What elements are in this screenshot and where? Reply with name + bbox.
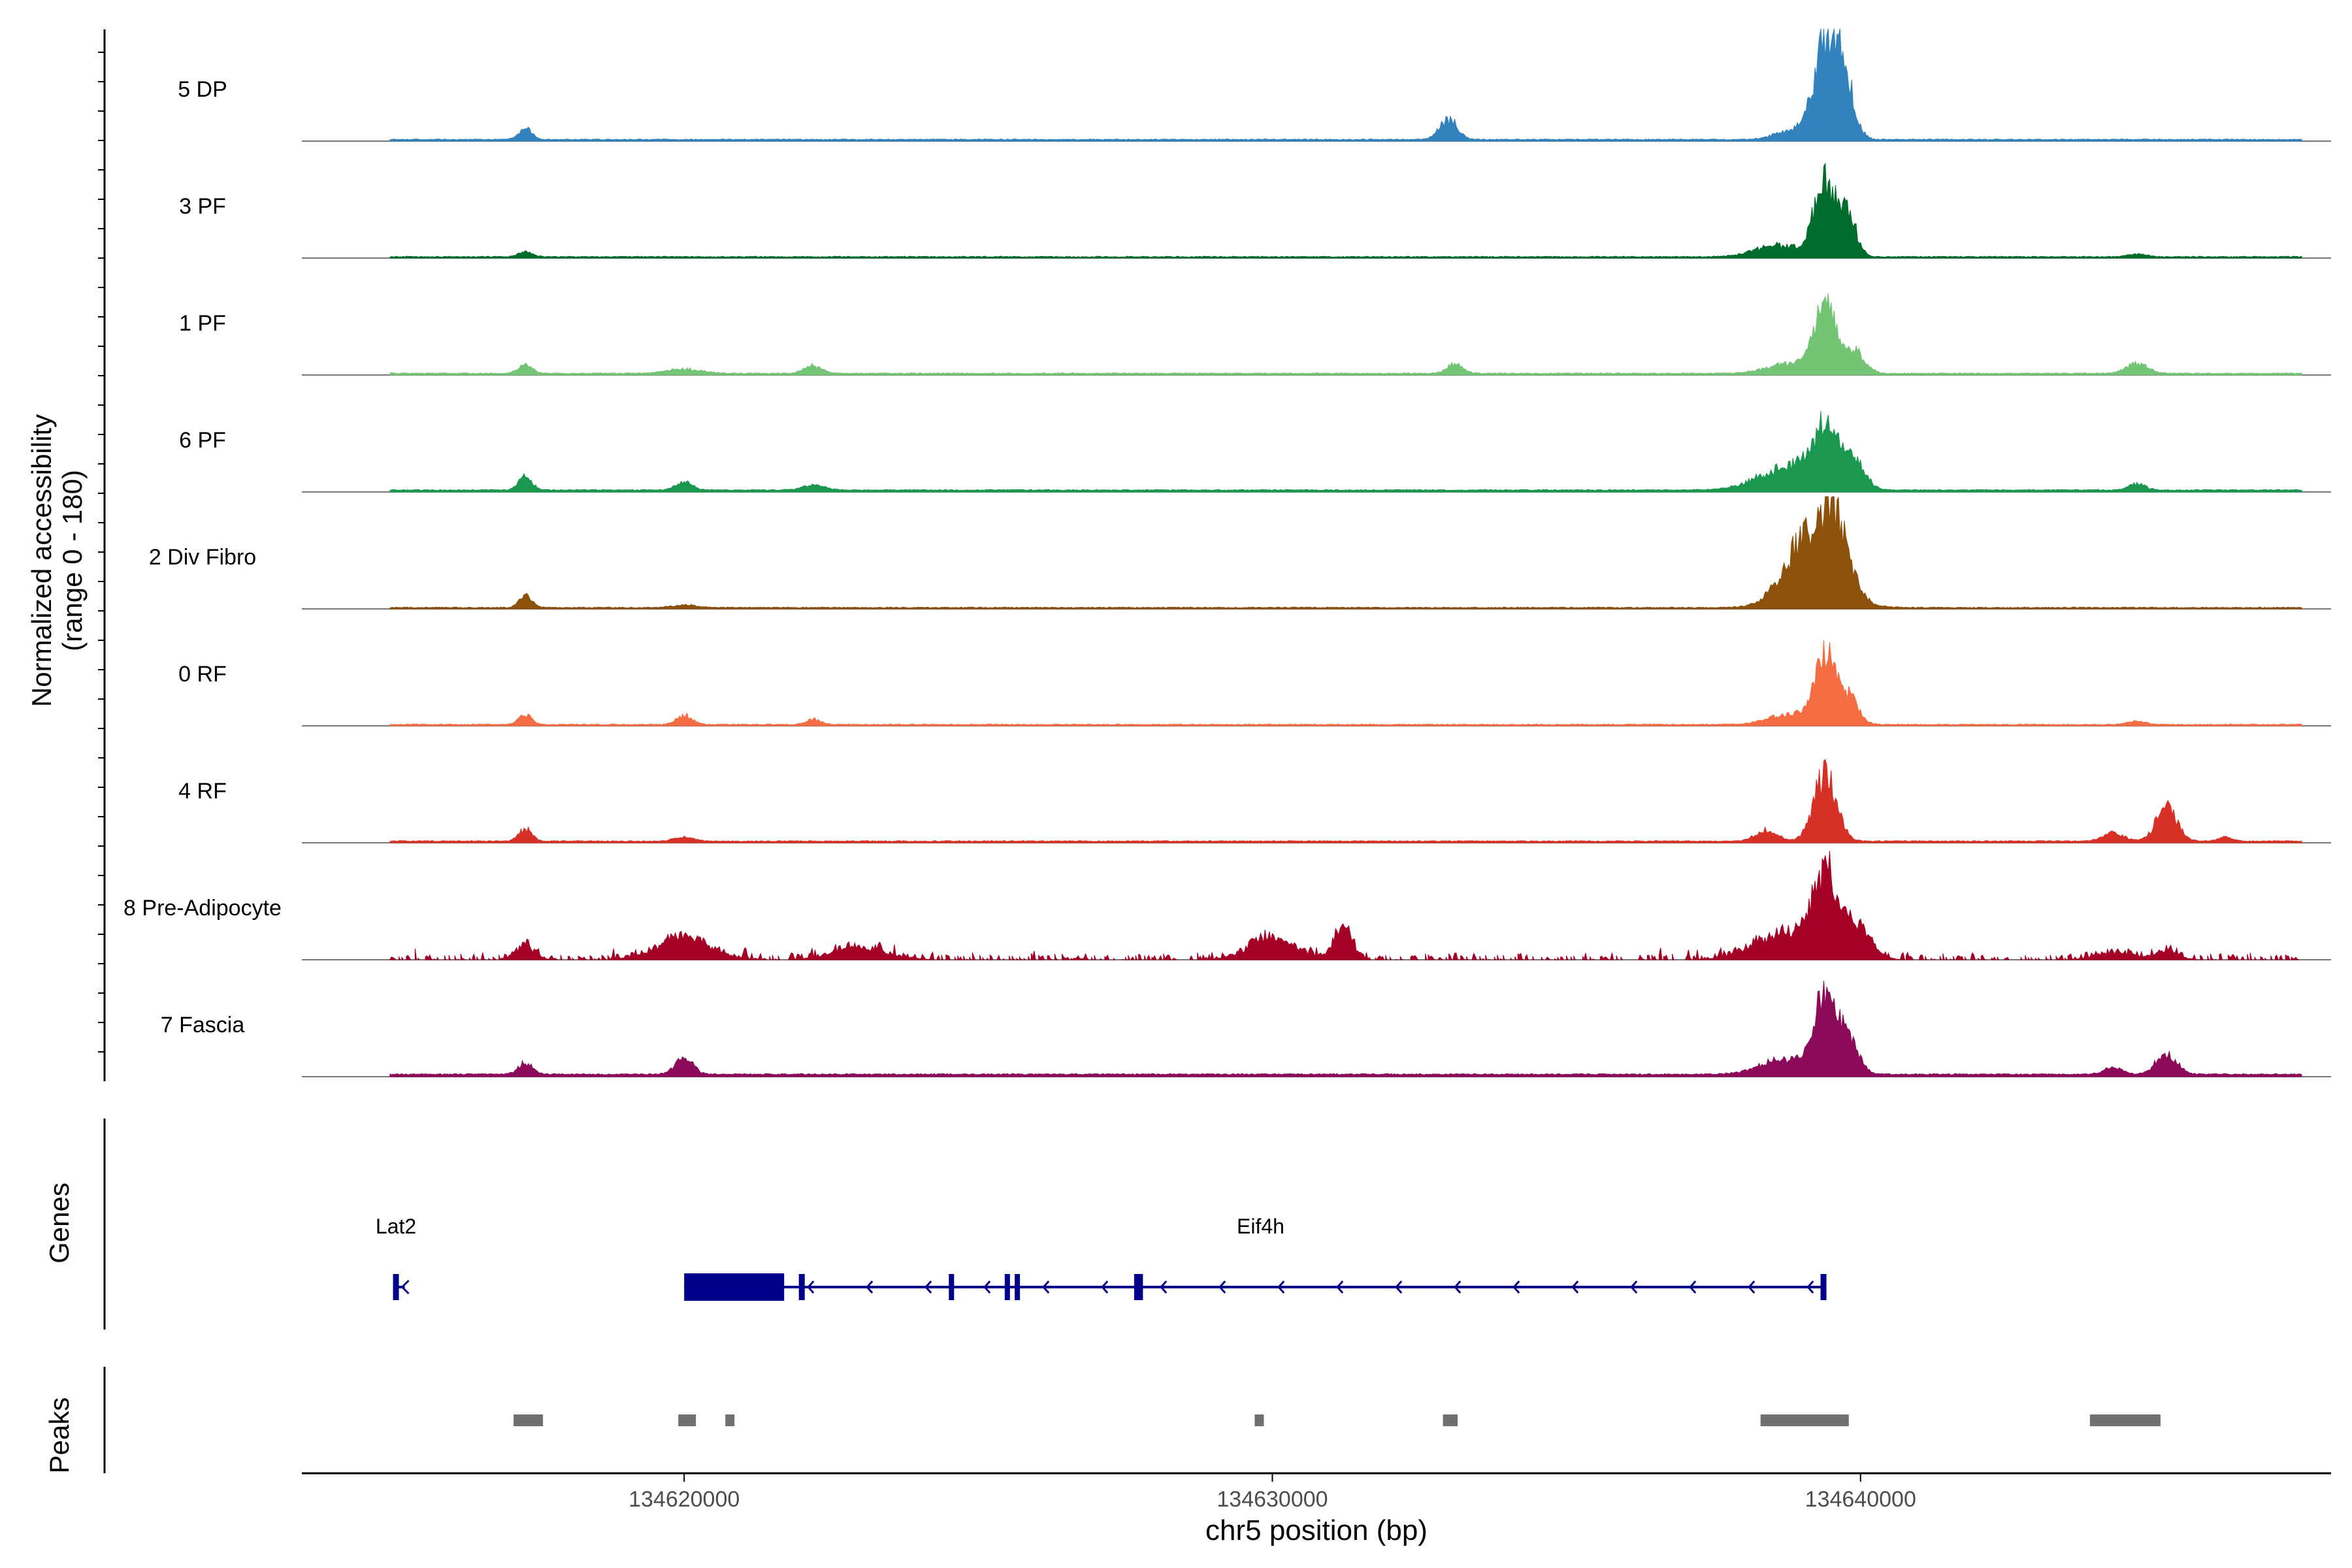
strand-chevron xyxy=(1512,1281,1520,1294)
coverage-area xyxy=(389,851,2299,961)
strand-chevron xyxy=(1277,1281,1285,1294)
gene-exon xyxy=(1004,1274,1010,1300)
gene-lat2: Lat2 xyxy=(376,1215,416,1300)
x-axis-title: chr5 position (bp) xyxy=(1205,1514,1428,1546)
gene-exon xyxy=(1015,1274,1021,1300)
gene-label: Lat2 xyxy=(376,1215,416,1238)
coverage-area xyxy=(389,496,2302,610)
track-label: 8 Pre-Adipocyte xyxy=(123,896,282,921)
strand-chevron xyxy=(1336,1281,1344,1294)
strand-chevron xyxy=(1454,1281,1462,1294)
coverage-area xyxy=(389,640,2302,727)
gene-label: Eif4h xyxy=(1237,1215,1284,1238)
track-1-pf: 1 PF xyxy=(179,293,2331,376)
track-2-div-fibro: 2 Div Fibro xyxy=(149,496,2331,610)
strand-chevron xyxy=(1806,1281,1814,1294)
strand-chevron xyxy=(1042,1281,1050,1294)
strand-chevron xyxy=(1218,1281,1226,1294)
strand-chevron xyxy=(866,1281,874,1294)
track-8-pre-adipocyte: 8 Pre-Adipocyte xyxy=(123,851,2331,961)
peaks-track xyxy=(514,1414,2161,1426)
strand-chevron xyxy=(1101,1281,1109,1294)
y-axis-title-line1: Normalized accessibility xyxy=(26,414,57,707)
track-5-dp: 5 DP xyxy=(178,28,2331,142)
genes-track-label: Genes xyxy=(44,1183,74,1264)
y-axis-title-line2: (range 0 - 180) xyxy=(57,470,88,651)
gene-exon xyxy=(1820,1274,1827,1300)
track-3-pf: 3 PF xyxy=(179,162,2331,259)
peak-region xyxy=(1760,1414,1849,1426)
peak-region xyxy=(2089,1414,2161,1426)
axes: 134620000 134630000 134640000 xyxy=(98,29,2331,1512)
x-tick-label: 134620000 xyxy=(629,1487,740,1512)
gene-exon xyxy=(393,1274,399,1300)
track-label: 7 Fascia xyxy=(161,1013,245,1037)
x-tick-label: 134640000 xyxy=(1805,1487,1916,1512)
strand-chevron xyxy=(983,1281,991,1294)
gene-exon xyxy=(684,1273,785,1301)
x-tick-label: 134630000 xyxy=(1217,1487,1328,1512)
gene-eif4h: Eif4h xyxy=(684,1215,1827,1301)
peak-region xyxy=(678,1414,696,1426)
peak-region xyxy=(1254,1414,1264,1426)
track-7-fascia: 7 Fascia xyxy=(161,981,2331,1077)
coverage-area xyxy=(389,28,2302,142)
track-label: 1 PF xyxy=(179,311,226,336)
gene-exon xyxy=(798,1274,805,1300)
strand-chevron xyxy=(1160,1281,1168,1294)
strand-chevron xyxy=(1571,1281,1579,1294)
strand-chevron xyxy=(924,1281,932,1294)
track-label: 6 PF xyxy=(179,428,226,453)
gene-exon xyxy=(1134,1274,1143,1300)
strand-chevron xyxy=(807,1281,815,1294)
strand-chevron xyxy=(1395,1281,1403,1294)
track-label: 2 Div Fibro xyxy=(149,545,256,570)
coverage-area xyxy=(389,759,2302,843)
track-label: 0 RF xyxy=(178,662,227,687)
peak-region xyxy=(1443,1414,1458,1426)
track-label: 5 DP xyxy=(178,77,227,102)
strand-chevron xyxy=(1689,1281,1697,1294)
peak-region xyxy=(514,1414,544,1426)
coverage-area xyxy=(389,411,2302,493)
coverage-area xyxy=(389,162,2302,259)
gene-annotation-track: Lat2 Eif4h xyxy=(376,1215,1827,1301)
peaks-track-label: Peaks xyxy=(44,1397,74,1474)
track-4-rf: 4 RF xyxy=(178,759,2331,843)
track-label: 4 RF xyxy=(178,779,227,804)
strand-chevron xyxy=(1630,1281,1638,1294)
track-6-pf: 6 PF xyxy=(179,411,2331,493)
coverage-area xyxy=(389,293,2302,376)
strand-chevron xyxy=(400,1279,410,1295)
peak-region xyxy=(725,1414,735,1426)
strand-chevron xyxy=(1748,1281,1756,1294)
track-0-rf: 0 RF xyxy=(178,640,2331,727)
coverage-area xyxy=(389,981,2302,1077)
gene-exon xyxy=(949,1274,955,1300)
coverage-tracks: 5 DP 3 PF 1 PF 6 PF 2 Div Fibro 0 RF 4 RF 8 Pre… xyxy=(123,28,2331,1077)
track-label: 3 PF xyxy=(179,194,226,219)
